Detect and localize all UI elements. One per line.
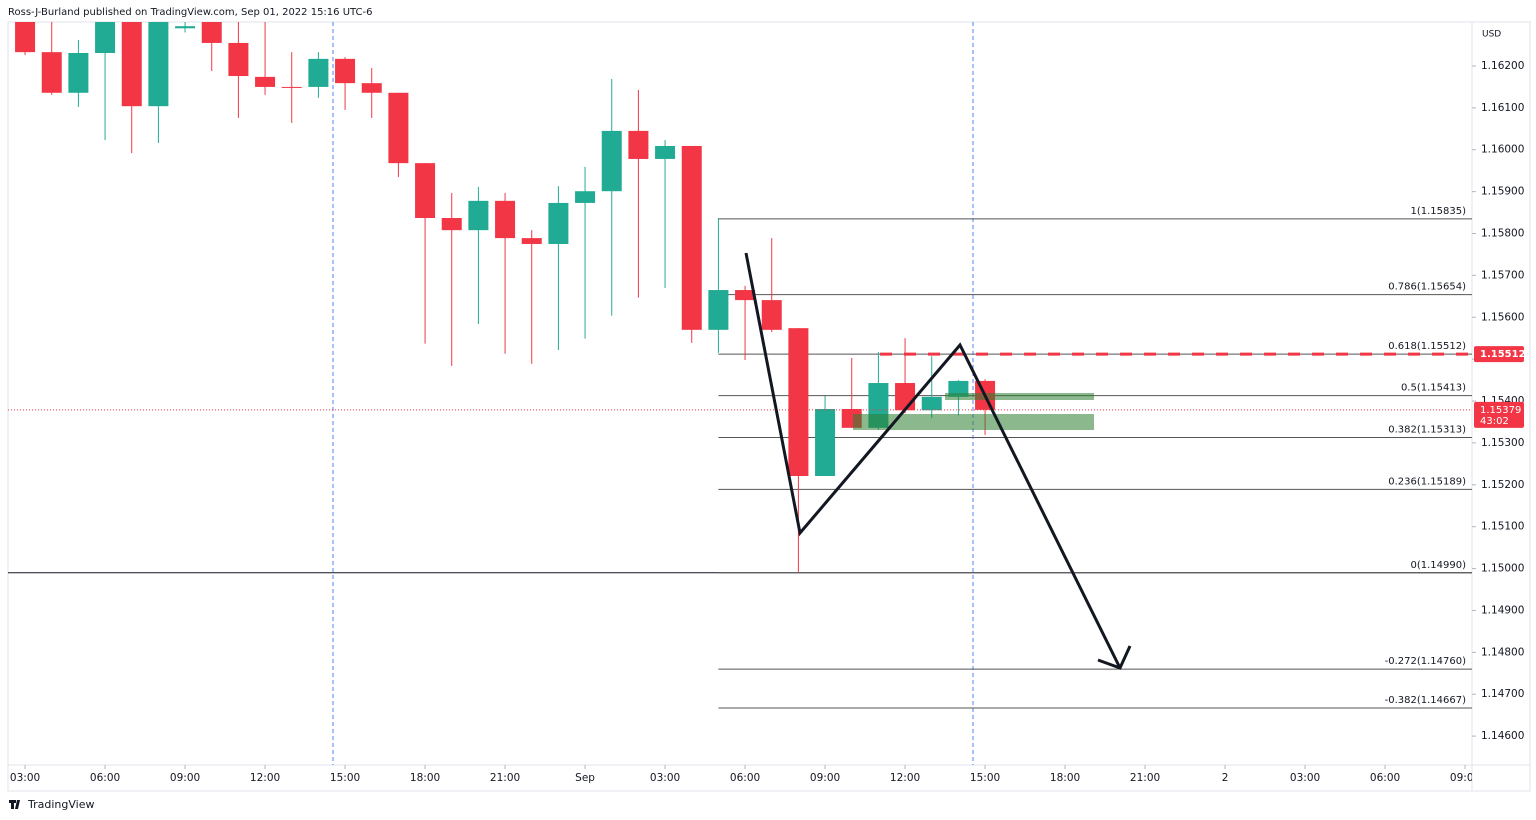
candle-body [815,408,836,477]
x-tick-label: 15:00 [330,772,360,784]
pattern-line [744,252,1122,669]
y-tick-label: 1.15300 [1481,437,1524,449]
candle-body [655,145,676,159]
x-tick-label: 18:00 [1050,772,1080,784]
y-tick-label: 1.14800 [1481,646,1524,658]
y-tick-label: 1.15200 [1481,479,1524,491]
x-tick-label: 21:00 [1130,772,1160,784]
candle-body [415,163,436,219]
fib-label: 0.5(1.15413) [1401,383,1466,394]
x-tick-label: 09:00 [810,772,840,784]
y-tick-label: 1.15800 [1481,228,1524,240]
x-tick-label: 03:00 [1290,772,1320,784]
y-tick-label: 1.15900 [1481,186,1524,198]
price-tag-countdown: 43:02 [1480,416,1509,427]
candle-body [601,130,622,192]
fib-label: 0(1.14990) [1410,560,1466,571]
candle-body [468,200,489,231]
x-tick-label: 15:00 [970,772,1000,784]
candle-body [495,200,516,239]
fib-label: 0.236(1.15189) [1388,476,1466,487]
zone [853,414,1094,430]
arrow-head [1097,645,1132,670]
candle-body [388,92,409,164]
candle-body [95,22,116,53]
candle-body [335,58,356,84]
price-tag [1474,401,1524,428]
y-tick-label: 1.14900 [1481,604,1524,616]
x-tick-label: 06:00 [730,772,760,784]
candle-body [441,218,462,231]
header: Ross-J-Burland published on TradingView.… [8,7,373,18]
time-axis: 03:00 06:00 09:00 12:00 15:00 18:00 21:00 Sep 03… [10,765,1480,784]
candle-body [148,22,169,107]
y-tick-label: 1.16100 [1481,102,1524,114]
candle-body [735,290,756,301]
x-tick-label: 18:00 [410,772,440,784]
currency: USD [1482,30,1501,40]
fib-label: -0.382(1.14667) [1385,695,1466,706]
y-tick-label: 1.15100 [1481,521,1524,533]
y-tick-label: 1.16000 [1481,144,1524,156]
frame [7,21,1531,792]
candle-body [628,130,649,159]
candle-body [121,22,142,107]
candle-body [521,238,542,244]
candle-body [948,380,969,397]
x-tick-label: 2 [1222,772,1229,784]
candle-body [575,191,596,203]
candle-body [308,58,329,87]
candle-body [68,52,89,93]
candle-body [361,83,382,93]
x-tick-label: Sep [575,772,595,784]
x-tick-label: 21:00 [490,772,520,784]
x-tick-label: 03:00 [650,772,680,784]
candle-body [761,300,782,330]
x-tick-label: 03:00 [10,772,40,784]
drawings [744,252,1132,670]
candle-body [281,86,302,88]
y-tick-label: 1.15600 [1481,311,1524,323]
price-tag-label: 1.15379 [1480,405,1521,416]
candle-body [681,145,702,330]
candle-body [255,76,276,87]
candle-body [228,42,249,77]
fib-label: 0.786(1.15654) [1388,282,1466,293]
y-tick-label: 1.14600 [1481,730,1524,742]
candle-body [921,396,942,411]
fib-label: 0.382(1.15313) [1388,424,1466,435]
fib-label: 1(1.15835) [1410,206,1466,217]
price-tag [1474,346,1524,363]
x-tick-label: 09:00 [1450,772,1480,784]
y-tick-label: 1.15000 [1481,563,1524,575]
x-tick-label: 06:00 [90,772,120,784]
y-tick-label: 1.15700 [1481,269,1524,281]
brand: TradingView [27,798,94,811]
y-tick-label: 1.16200 [1481,60,1524,72]
plot-area [8,22,1472,709]
fib-label: 0.618(1.15512) [1388,341,1466,352]
candle-body [15,22,36,53]
candle-body [548,202,569,244]
y-tick-label: 1.14700 [1481,688,1524,700]
x-tick-label: 09:00 [170,772,200,784]
logo: TradingView [9,798,94,811]
zone [945,393,1094,400]
price-tag-label: 1.15512 [1480,349,1526,360]
candle-body [41,52,62,93]
x-tick-label: 12:00 [890,772,920,784]
candle-body [895,383,916,411]
fib-label: -0.272(1.14760) [1385,656,1466,667]
candle-body [788,328,809,477]
candle-body [175,26,196,29]
candle-body [708,290,729,330]
x-tick-label: 06:00 [1370,772,1400,784]
x-tick-label: 12:00 [250,772,280,784]
candle-body [201,22,222,43]
